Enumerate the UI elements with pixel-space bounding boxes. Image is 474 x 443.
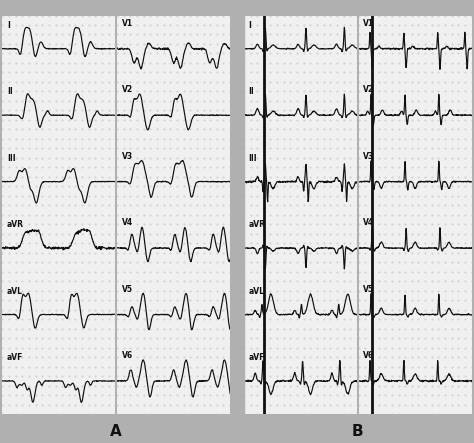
Text: V6: V6 (363, 351, 374, 360)
Text: V4: V4 (122, 218, 133, 227)
Text: I: I (248, 21, 251, 30)
Text: V5: V5 (363, 285, 374, 294)
Text: aVF: aVF (248, 353, 265, 362)
Text: A: A (110, 424, 122, 439)
Text: B: B (352, 424, 364, 439)
Text: V1: V1 (122, 19, 133, 28)
Text: V2: V2 (363, 85, 374, 94)
Text: V3: V3 (122, 152, 133, 161)
Text: III: III (248, 154, 257, 163)
Text: aVR: aVR (7, 220, 24, 229)
Text: V3: V3 (363, 152, 374, 161)
Text: aVF: aVF (7, 353, 23, 362)
Text: aVL: aVL (248, 287, 264, 295)
Text: V5: V5 (122, 285, 133, 294)
Text: V2: V2 (122, 85, 133, 94)
Text: aVR: aVR (248, 220, 265, 229)
Text: V6: V6 (122, 351, 133, 360)
Text: II: II (248, 87, 254, 96)
Text: II: II (7, 87, 13, 96)
Text: V1: V1 (363, 19, 374, 28)
Text: I: I (7, 21, 10, 30)
Text: V4: V4 (363, 218, 374, 227)
Text: aVL: aVL (7, 287, 23, 295)
Text: III: III (7, 154, 16, 163)
